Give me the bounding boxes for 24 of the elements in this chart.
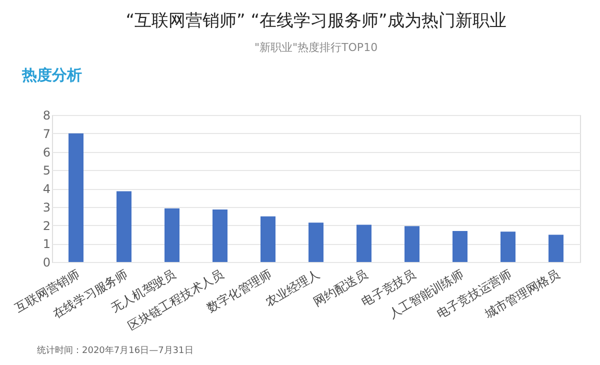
bar — [260, 216, 276, 262]
y-tick-label: 7 — [42, 126, 50, 141]
y-tick-label: 6 — [42, 145, 50, 160]
bar — [308, 222, 324, 262]
y-tick-label: 1 — [42, 237, 50, 252]
y-tick-label: 5 — [42, 164, 50, 178]
text: 统计时间：2020年7月16日—7月31日 — [37, 345, 194, 356]
bar — [68, 133, 84, 262]
chart-subtitle: "新职业"热度排行TOP10 — [254, 41, 378, 54]
bar — [116, 191, 132, 262]
y-tick-label: 8 — [42, 108, 50, 122]
y-tick-label: 2 — [42, 218, 50, 233]
y-tick-label: 3 — [42, 200, 50, 214]
y-tick-label: 4 — [42, 182, 50, 196]
bar — [164, 208, 180, 262]
bar — [404, 226, 420, 262]
bar — [212, 209, 228, 262]
bar — [500, 232, 516, 262]
bar — [356, 224, 372, 262]
text: 热度分析 — [21, 66, 82, 84]
bar — [452, 230, 468, 262]
chart-title: “互联网营销师” “在线学习服务师”成为热门新职业 — [126, 11, 506, 31]
y-tick-label: 0 — [42, 256, 50, 270]
bar — [548, 234, 564, 262]
